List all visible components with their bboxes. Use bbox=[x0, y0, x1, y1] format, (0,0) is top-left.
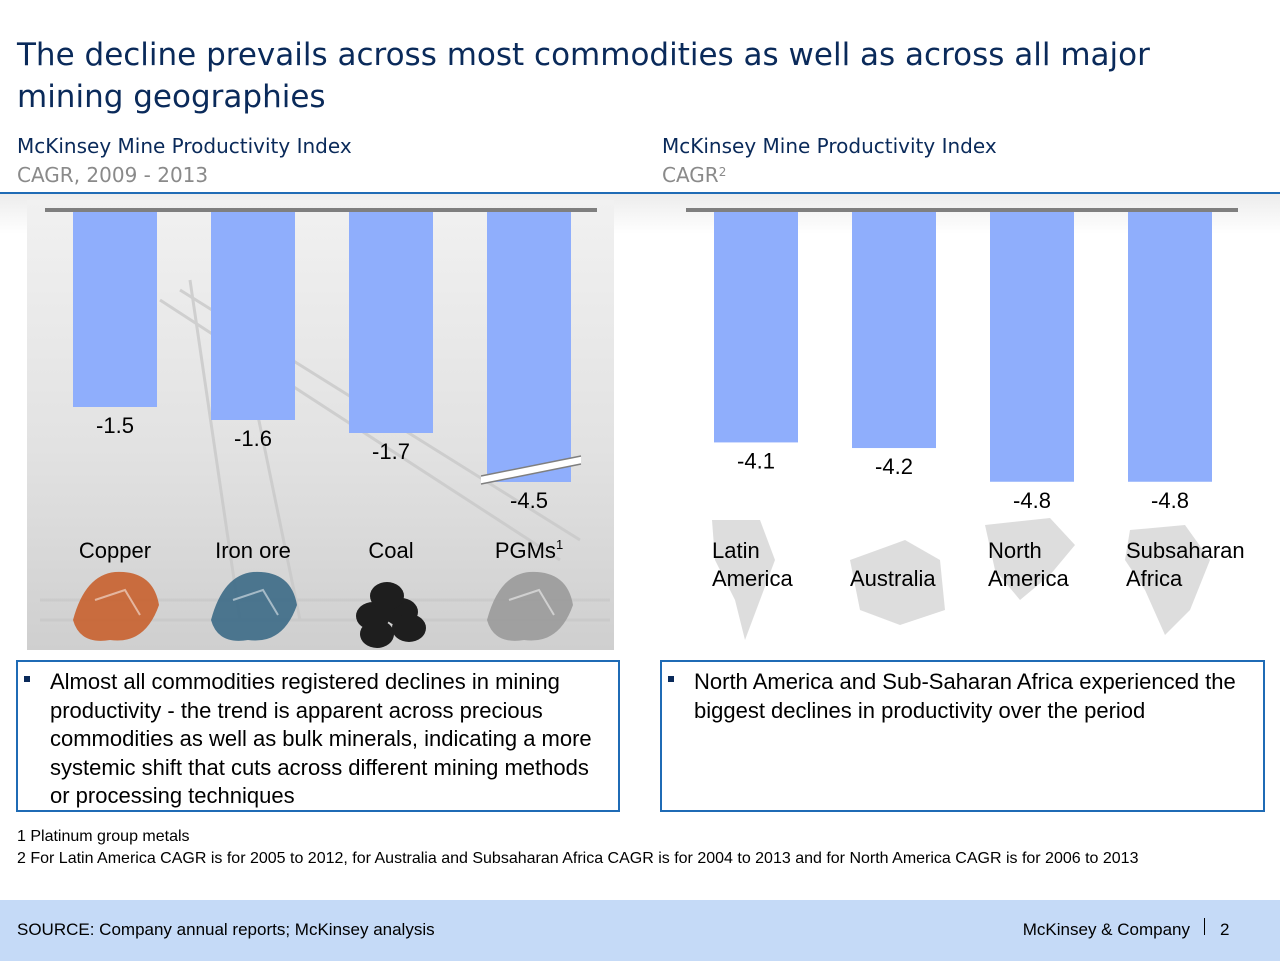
page-title: The decline prevails across most commodi… bbox=[17, 37, 1150, 115]
bar-copper bbox=[73, 212, 157, 407]
value-label: -4.1 bbox=[737, 448, 775, 473]
value-label: -4.5 bbox=[510, 488, 548, 513]
category-label: America bbox=[988, 566, 1069, 591]
bar-latin-america bbox=[714, 212, 798, 443]
coal-icon bbox=[356, 582, 426, 648]
category-label: Copper bbox=[79, 538, 151, 563]
geographies-bar-chart: -4.1 Latin America -4.2 Australia -4.8 North Am… bbox=[686, 208, 1245, 640]
value-label: -4.2 bbox=[875, 454, 913, 479]
category-label: Coal bbox=[368, 538, 413, 563]
copper-nugget-icon bbox=[73, 571, 159, 641]
value-label: -1.7 bbox=[372, 439, 410, 464]
platinum-nugget-icon bbox=[487, 571, 573, 641]
category-label: Subsaharan bbox=[1126, 538, 1245, 563]
category-label: North bbox=[988, 538, 1042, 563]
category-label: Africa bbox=[1126, 566, 1183, 591]
company-name: McKinsey & Company bbox=[1022, 920, 1190, 939]
value-label: -1.6 bbox=[234, 426, 272, 451]
bar-subsaharan-africa bbox=[1128, 212, 1212, 482]
bar-north-america bbox=[990, 212, 1074, 482]
bullet-icon bbox=[24, 676, 30, 682]
left-chart-heading: McKinsey Mine Productivity Index bbox=[17, 134, 352, 158]
bullet-icon bbox=[668, 676, 674, 682]
value-label: -4.8 bbox=[1013, 488, 1051, 513]
geographies-takeaway-box: North America and Sub-Saharan Africa exp… bbox=[660, 660, 1265, 812]
north-america-map-icon bbox=[985, 518, 1075, 600]
source-text: SOURCE: Company annual reports; McKinsey… bbox=[17, 920, 435, 939]
right-chart-header: McKinsey Mine Productivity Index CAGR2 bbox=[662, 132, 997, 190]
footnote-1: 1 Platinum group metals bbox=[17, 828, 190, 845]
footnote-2: 2 For Latin America CAGR is for 2005 to … bbox=[17, 850, 1139, 867]
bar-australia bbox=[852, 212, 936, 449]
commodities-bar-chart: -1.5 Copper -1.6 Iron ore -1.7 Coal -4.5 PGMs1 bbox=[45, 208, 597, 648]
right-chart-subheading: CAGR bbox=[662, 163, 719, 187]
iron-ore-icon bbox=[211, 571, 297, 641]
category-label: Iron ore bbox=[215, 538, 291, 563]
footer-bar: SOURCE: Company annual reports; McKinsey… bbox=[0, 900, 1280, 961]
bar-pgms bbox=[487, 212, 571, 482]
commodities-takeaway-box: Almost all commodities registered declin… bbox=[16, 660, 620, 812]
header-divider bbox=[0, 192, 1280, 194]
bar-iron-ore bbox=[211, 212, 295, 420]
category-label: America bbox=[712, 566, 793, 591]
page-number: 2 bbox=[1220, 920, 1230, 939]
category-label: Latin bbox=[712, 538, 760, 563]
right-chart-subheading-sup: 2 bbox=[718, 165, 727, 179]
left-chart-header: McKinsey Mine Productivity Index CAGR, 2… bbox=[17, 132, 352, 190]
bar-coal bbox=[349, 212, 433, 433]
axis-break-mark bbox=[480, 455, 582, 485]
south-america-map-icon bbox=[712, 520, 775, 640]
value-label: -4.8 bbox=[1151, 488, 1189, 513]
footer-separator bbox=[1204, 918, 1205, 935]
africa-map-icon bbox=[1125, 525, 1210, 635]
footnotes: 1 Platinum group metals 2 For Latin Amer… bbox=[17, 826, 1257, 870]
category-label: Australia bbox=[850, 566, 936, 591]
category-label: PGMs1 bbox=[495, 537, 563, 563]
value-label: -1.5 bbox=[96, 413, 134, 438]
australia-map-icon bbox=[850, 540, 945, 625]
commodities-takeaway-text: Almost all commodities registered declin… bbox=[50, 669, 592, 808]
left-chart-subheading: CAGR, 2009 - 2013 bbox=[17, 163, 209, 187]
right-chart-heading: McKinsey Mine Productivity Index bbox=[662, 134, 997, 158]
geographies-takeaway-text: North America and Sub-Saharan Africa exp… bbox=[694, 669, 1236, 723]
